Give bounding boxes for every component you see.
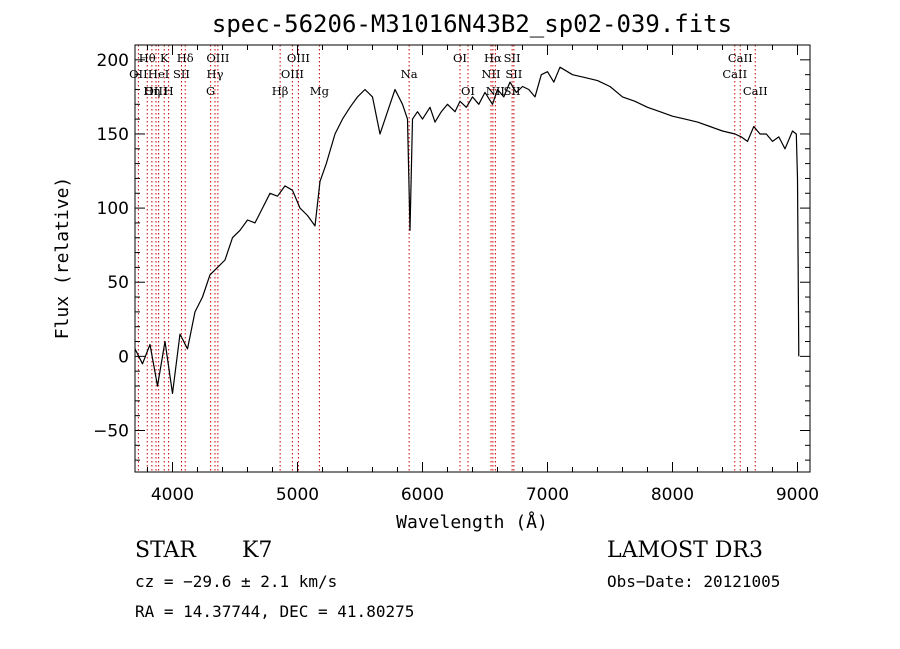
- x-axis-label: Wavelength (Å): [396, 511, 548, 533]
- y-tick-label: 0: [118, 347, 129, 367]
- chart-title: spec-56206-M31016N43B2_sp02-039.fits: [212, 10, 732, 38]
- x-tick-label: 8000: [651, 485, 694, 505]
- line-label: HeI: [148, 67, 169, 81]
- line-label: CaII: [728, 51, 753, 65]
- coordinates: RA = 14.37744, DEC = 41.80275: [135, 602, 415, 621]
- object-subclass: K7: [242, 538, 273, 563]
- y-tick-label: −50: [93, 421, 129, 441]
- redshift-info: cz = −29.6 ± 2.1 km/s: [135, 572, 338, 591]
- line-label: CaII: [722, 67, 747, 81]
- line-label: OII: [129, 67, 148, 81]
- line-label: SII: [504, 51, 521, 65]
- line-label: NII: [486, 84, 505, 98]
- line-label: Na: [401, 67, 418, 81]
- line-label: SII: [505, 67, 522, 81]
- object-class: STAR: [135, 538, 196, 563]
- spectrum-line: [134, 66, 800, 394]
- line-label: H: [164, 84, 174, 98]
- line-label: Hθ: [139, 51, 156, 65]
- line-markers: [137, 45, 756, 472]
- line-label: NII: [481, 67, 500, 81]
- line-label: SII: [504, 84, 521, 98]
- survey-name: LAMOST DR3: [607, 538, 763, 563]
- line-label: Mg: [310, 84, 330, 98]
- axis-ticks: 4000 5000 6000 7000 8000 9000 −50 0 50 100 150 200: [93, 45, 819, 505]
- x-tick-label: 6000: [401, 485, 444, 505]
- y-tick-label: 200: [97, 51, 129, 71]
- x-tick-label: 9000: [776, 485, 819, 505]
- plot-frame: [134, 44, 811, 473]
- line-label: Hη: [143, 84, 160, 98]
- x-tick-label: 4000: [151, 485, 194, 505]
- y-tick-label: 50: [107, 273, 129, 293]
- line-label: Hα: [484, 51, 502, 65]
- y-tick-label: 100: [97, 199, 129, 219]
- line-label: K: [160, 51, 169, 65]
- x-tick-label: 5000: [276, 485, 319, 505]
- spectrum-series: [134, 66, 800, 394]
- line-labels: Hθ OII OIII K HeI Hη H SII Hδ OIII Hγ G OIII OIII Hβ Mg…: [129, 51, 768, 98]
- y-axis-label: Flux (relative): [52, 177, 73, 340]
- line-label: OI: [461, 84, 475, 98]
- line-label: Hδ: [177, 51, 194, 65]
- line-label: SII: [173, 67, 190, 81]
- line-label: OIII: [281, 67, 304, 81]
- line-label: G: [206, 84, 215, 98]
- x-tick-label: 7000: [526, 485, 569, 505]
- line-label: OIII: [206, 51, 229, 65]
- line-label: Hγ: [207, 67, 224, 81]
- obs-date: Obs−Date: 20121005: [607, 572, 781, 591]
- line-label: OIII: [287, 51, 310, 65]
- line-label: OIII: [144, 84, 167, 98]
- line-label: Hβ: [272, 84, 289, 98]
- line-label: OI: [453, 51, 467, 65]
- line-label: CaII: [743, 84, 768, 98]
- y-tick-label: 150: [97, 125, 129, 145]
